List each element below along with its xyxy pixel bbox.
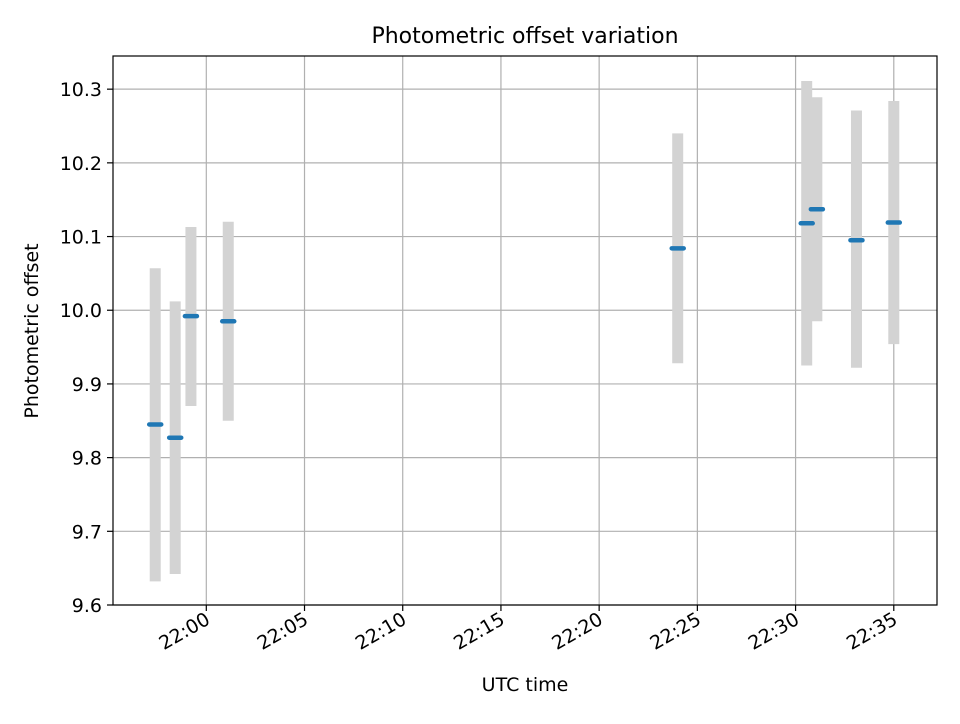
chart-title: Photometric offset variation [371,24,678,49]
y-tick-label: 9.7 [72,521,102,543]
y-tick-label: 9.8 [72,448,102,470]
x-axis-label: UTC time [482,674,569,696]
plot-frame [112,55,938,606]
y-tick-label: 10.2 [60,153,102,175]
y-axis: 9.6 9.7 9.8 9.9 10.0 10.1 10.2 10.3 [60,79,113,617]
y-tick-label: 9.6 [72,595,102,617]
y-axis-label: Photometric offset [21,243,43,418]
y-tick-label: 10.0 [60,300,102,322]
markers [146,207,903,440]
y-tick-label: 9.9 [72,374,102,396]
y-tick-label: 10.3 [60,79,102,101]
y-tick-label: 10.1 [60,227,102,249]
plot-area [113,56,937,605]
grid [113,56,937,606]
